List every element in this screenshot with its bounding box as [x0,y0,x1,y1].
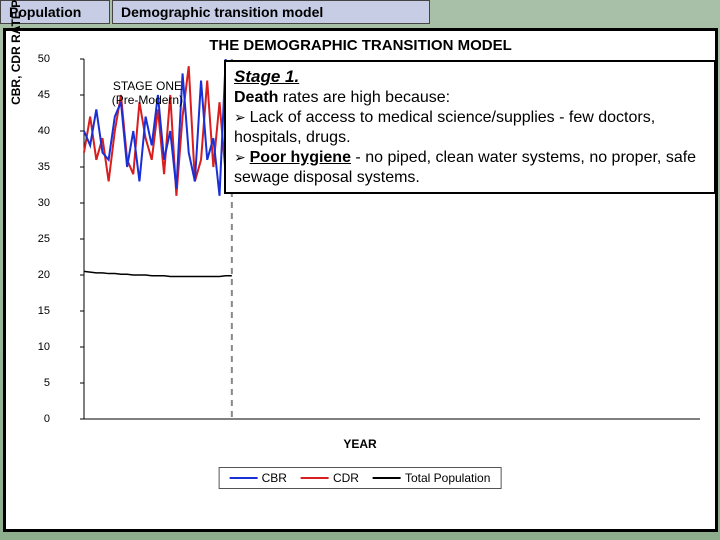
y-tick: 0 [25,413,50,425]
slide: Population Demographic transition model … [0,0,720,540]
y-tick: 5 [25,377,50,389]
tab-dtm[interactable]: Demographic transition model [112,0,430,24]
legend-item: CDR [301,471,359,485]
stage-one-label: STAGE ONE (Pre-Modern) [112,79,183,108]
y-tick: 35 [25,161,50,173]
stage1-callout: Stage 1. Death rates are high because: L… [224,60,716,194]
y-tick: 40 [25,125,50,137]
y-tick: 15 [25,305,50,317]
y-tick: 25 [25,233,50,245]
legend-item: Total Population [373,471,490,485]
y-tick: 45 [25,89,50,101]
callout-bullet: Lack of access to medical science/suppli… [234,108,706,148]
y-axis-label: CBR, CDR RATE PER 1000 [9,0,23,129]
y-tick: 30 [25,197,50,209]
callout-bullet: Poor hygiene - no piped, clean water sys… [234,148,706,188]
callout-lead: Death rates are high because: [234,88,706,108]
callout-heading: Stage 1. [234,67,299,86]
legend: CBR CDR Total Population [219,467,502,489]
legend-item: CBR [230,471,287,485]
y-tick: 10 [25,341,50,353]
x-axis-label: YEAR [14,437,706,451]
chart-title: THE DEMOGRAPHIC TRANSITION MODEL [6,37,715,54]
y-tick: 50 [25,53,50,65]
y-tick: 20 [25,269,50,281]
tab-bar: Population Demographic transition model [0,0,720,24]
callout-bullets: Lack of access to medical science/suppli… [234,108,706,188]
